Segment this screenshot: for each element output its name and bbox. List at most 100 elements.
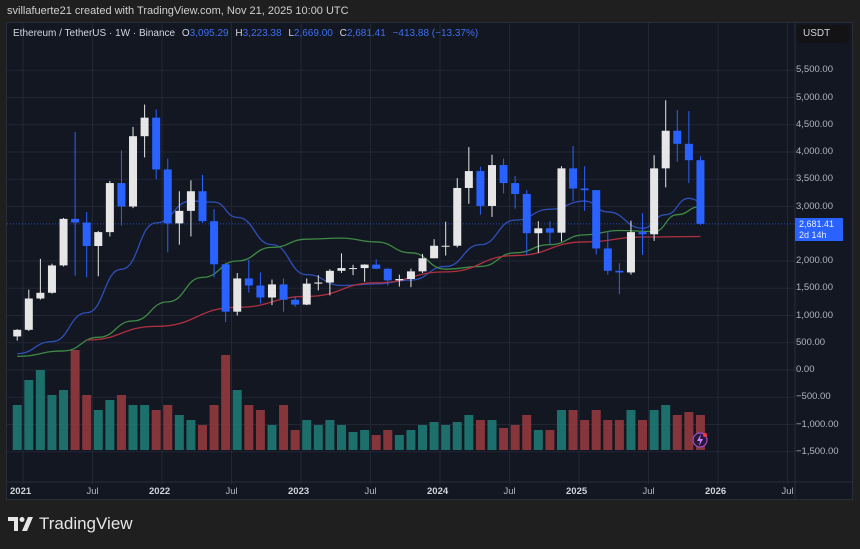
high-value: 3,223.38	[242, 28, 282, 39]
high-label: H	[235, 28, 243, 39]
currency-button[interactable]: USDT	[797, 25, 849, 43]
volume-bar	[568, 410, 578, 450]
volume-bar	[394, 435, 404, 450]
volume-bar	[556, 410, 566, 450]
volume-bar	[221, 355, 231, 450]
volume-bar	[313, 425, 323, 450]
volume-bar	[302, 420, 312, 450]
price-label: 500.00	[796, 336, 826, 348]
candle-body	[522, 193, 531, 234]
candle-body	[267, 284, 276, 298]
candle-body	[163, 169, 172, 224]
volume-bar	[232, 390, 242, 450]
volume-bar	[35, 370, 45, 450]
candle-body	[418, 258, 427, 272]
volume-bar	[348, 432, 358, 450]
bar-countdown: 2d 14h	[799, 229, 827, 240]
candle-body	[233, 278, 242, 312]
volume-bar	[82, 395, 92, 450]
volume-bar	[105, 400, 115, 450]
volume-bar	[24, 380, 34, 450]
volume-bar	[360, 430, 370, 450]
volume-bar	[371, 435, 381, 450]
price-label: 4,500.00	[796, 118, 833, 130]
candle-body	[684, 143, 693, 161]
candle-body	[314, 282, 323, 284]
candle-body	[256, 285, 265, 298]
volume-bar	[441, 425, 451, 450]
candle-body	[383, 268, 392, 281]
tradingview-logo: TradingView	[8, 514, 133, 534]
candle-body	[615, 270, 624, 273]
price-label: 3,000.00	[796, 200, 833, 212]
candle-body	[152, 117, 161, 170]
last-price: 2,681.41	[799, 219, 835, 229]
candle-body	[279, 284, 288, 300]
volume-bar	[279, 405, 289, 450]
volume-bar	[464, 415, 474, 450]
time-label: 2023	[288, 486, 310, 497]
price-label: −500.00	[796, 391, 831, 403]
candle-body	[511, 183, 520, 194]
time-label: 2024	[427, 486, 449, 497]
candle-body	[592, 190, 601, 249]
volume-bar	[418, 425, 428, 450]
candle-body	[453, 187, 462, 246]
volume-bar	[499, 428, 509, 450]
time-label: 2021	[10, 486, 32, 497]
ma-line-slow	[86, 235, 701, 341]
candle-body	[650, 168, 659, 235]
price-label: −1,000.00	[796, 418, 839, 430]
candle-body	[534, 228, 543, 234]
candle-body	[117, 183, 126, 207]
candle-body	[59, 218, 68, 266]
candle-body	[244, 278, 253, 286]
volume-bar	[151, 410, 161, 450]
candle-body	[499, 165, 508, 184]
candle-body	[626, 232, 635, 273]
candle-body	[24, 298, 33, 330]
chart-credit: svillafuerte21 created with TradingView.…	[7, 5, 349, 17]
volume-bar	[290, 430, 300, 450]
candle-body	[476, 171, 485, 206]
candle-body	[638, 232, 647, 235]
candle-body	[406, 271, 415, 279]
volume-bar	[209, 405, 219, 450]
brand-name: TradingView	[39, 514, 133, 533]
candle-body	[557, 168, 566, 233]
candle-body	[175, 210, 184, 224]
candle-body	[198, 191, 207, 222]
volume-bar	[198, 425, 207, 450]
volume-bar	[510, 425, 520, 450]
candle-body	[13, 329, 22, 337]
symbol-title[interactable]: Ethereum / TetherUS · 1W · Binance	[13, 28, 176, 39]
volume-bar	[533, 430, 543, 450]
candle-body	[545, 228, 554, 233]
volume-bar	[59, 390, 69, 450]
time-label: Jul	[642, 486, 655, 497]
time-label: 2022	[149, 486, 171, 497]
volume-bar	[12, 405, 22, 450]
volume-bar	[174, 415, 184, 450]
time-label: Jul	[364, 486, 377, 497]
close-value: 2,681.41	[346, 28, 386, 39]
candle-body	[569, 168, 578, 189]
candle-body	[140, 117, 149, 137]
candle-body	[71, 218, 80, 223]
candle-body	[129, 136, 138, 207]
time-label: Jul	[86, 486, 99, 497]
volume-bar	[70, 350, 80, 450]
candle-body	[441, 245, 450, 247]
time-label: 2026	[705, 486, 727, 497]
price-label: 4,000.00	[796, 146, 833, 157]
candle-body	[325, 270, 334, 283]
volume-bar	[580, 420, 590, 450]
candle-body	[337, 268, 346, 271]
volume-bar	[336, 425, 346, 450]
candle-body	[372, 264, 381, 269]
last-price-label: 2,681.41 2d 14h	[795, 218, 843, 241]
candle-body	[221, 264, 230, 312]
price-label: 5,500.00	[796, 64, 833, 76]
volume-bar	[244, 405, 254, 450]
